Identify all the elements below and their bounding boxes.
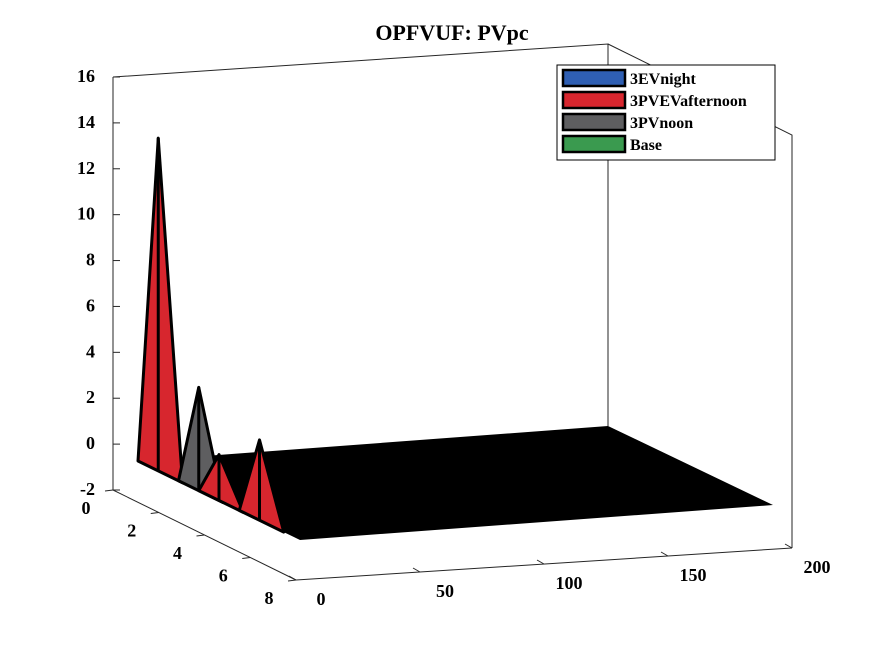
z-tick-label: 4 — [86, 341, 95, 361]
y-tick-mark — [287, 579, 297, 582]
z-tick-label: 10 — [77, 204, 95, 224]
peak-3pvevafternoon — [237, 438, 286, 534]
peak-3pvevafternoon — [136, 136, 185, 485]
legend-label: 3PVEVafternoon — [630, 93, 747, 110]
chart-title: OPFVUF: PVpc — [375, 20, 529, 45]
x-tick-mark — [288, 575, 297, 581]
x-tick-label: 200 — [804, 557, 831, 577]
y-axis-ticks: 0 2 4 6 8 — [82, 489, 297, 608]
y-tick-label: 0 — [82, 498, 91, 518]
peak-surfaces — [136, 136, 286, 534]
legend-swatch — [561, 134, 627, 154]
x-tick-label: 100 — [556, 573, 583, 593]
x-tick-label: 0 — [317, 589, 326, 609]
z-tick-label: 12 — [77, 158, 95, 178]
legend-label: 3PVnoon — [630, 115, 693, 132]
z-tick-label: 16 — [77, 66, 95, 86]
z-tick-label: 2 — [86, 387, 95, 407]
peak-3pvevafternoon — [197, 453, 245, 514]
z-tick-label: 14 — [77, 112, 95, 132]
legend-swatch — [561, 68, 627, 88]
y-tick-mark — [242, 557, 251, 559]
legend-swatch — [561, 112, 627, 132]
x-tick-mark — [412, 567, 421, 573]
y-tick-mark — [196, 534, 205, 537]
legend-label: Base — [630, 137, 662, 154]
y-tick-label: 2 — [127, 521, 136, 541]
y-tick-mark — [104, 489, 114, 492]
legend-swatch — [561, 90, 627, 110]
base-floor-surface — [138, 426, 773, 540]
x-tick-label: 150 — [680, 565, 707, 585]
x-tick-mark — [784, 543, 793, 549]
x-tick-mark — [660, 551, 669, 557]
y-tick-label: 4 — [173, 543, 182, 563]
x-axis-ticks: 0 50 100 150 200 — [288, 543, 831, 609]
z-tick-label: 8 — [86, 250, 95, 270]
back-frame — [112, 43, 609, 426]
y-tick-mark — [150, 512, 159, 514]
x-tick-mark — [536, 559, 545, 565]
legend: 3EVnight 3PVEVafternoon 3PVnoon Base — [556, 64, 776, 161]
z-axis-ticks: -2 0 2 4 6 8 10 12 14 16 — [77, 66, 120, 499]
z-tick-label: 0 — [86, 433, 95, 453]
legend-label: 3EVnight — [630, 71, 696, 88]
y-tick-label: 6 — [219, 566, 228, 586]
z-tick-label: 6 — [86, 295, 95, 315]
y-tick-label: 8 — [265, 588, 274, 608]
x-tick-label: 50 — [436, 581, 454, 601]
z-tick-label: -2 — [80, 479, 95, 499]
